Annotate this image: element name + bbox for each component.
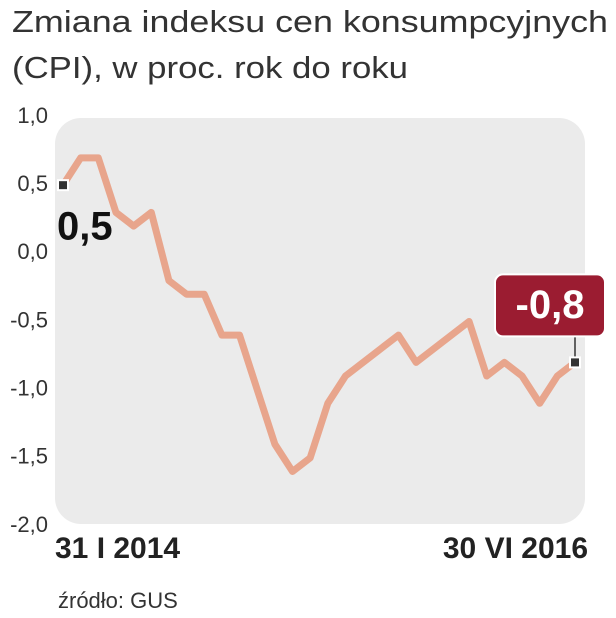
chart-title: (CPI), w proc. rok do roku xyxy=(12,50,408,85)
plot-area xyxy=(55,118,585,524)
x-tick-label: 30 VI 2016 xyxy=(443,532,588,565)
y-tick-label: -2,0 xyxy=(10,512,48,537)
y-tick-label: -1,0 xyxy=(10,375,48,400)
label-box xyxy=(494,273,606,338)
x-tick-label: 31 I 2014 xyxy=(55,532,180,565)
point-marker xyxy=(569,356,581,369)
point-marker xyxy=(57,179,69,192)
y-tick-label: 0,5 xyxy=(17,171,48,196)
chart-title: Zmiana indeksu cen konsumpcyjnych xyxy=(12,4,608,39)
source: źródło: GUS xyxy=(58,588,178,613)
y-tick-label: -1,5 xyxy=(10,444,48,469)
value-label: -0,8 xyxy=(516,283,585,327)
y-tick-label: -0,5 xyxy=(10,307,48,332)
y-tick-label: 1,0 xyxy=(17,103,48,128)
y-tick-label: 0,0 xyxy=(17,239,48,264)
line xyxy=(59,154,579,475)
value-label: 0,5 xyxy=(57,205,113,249)
